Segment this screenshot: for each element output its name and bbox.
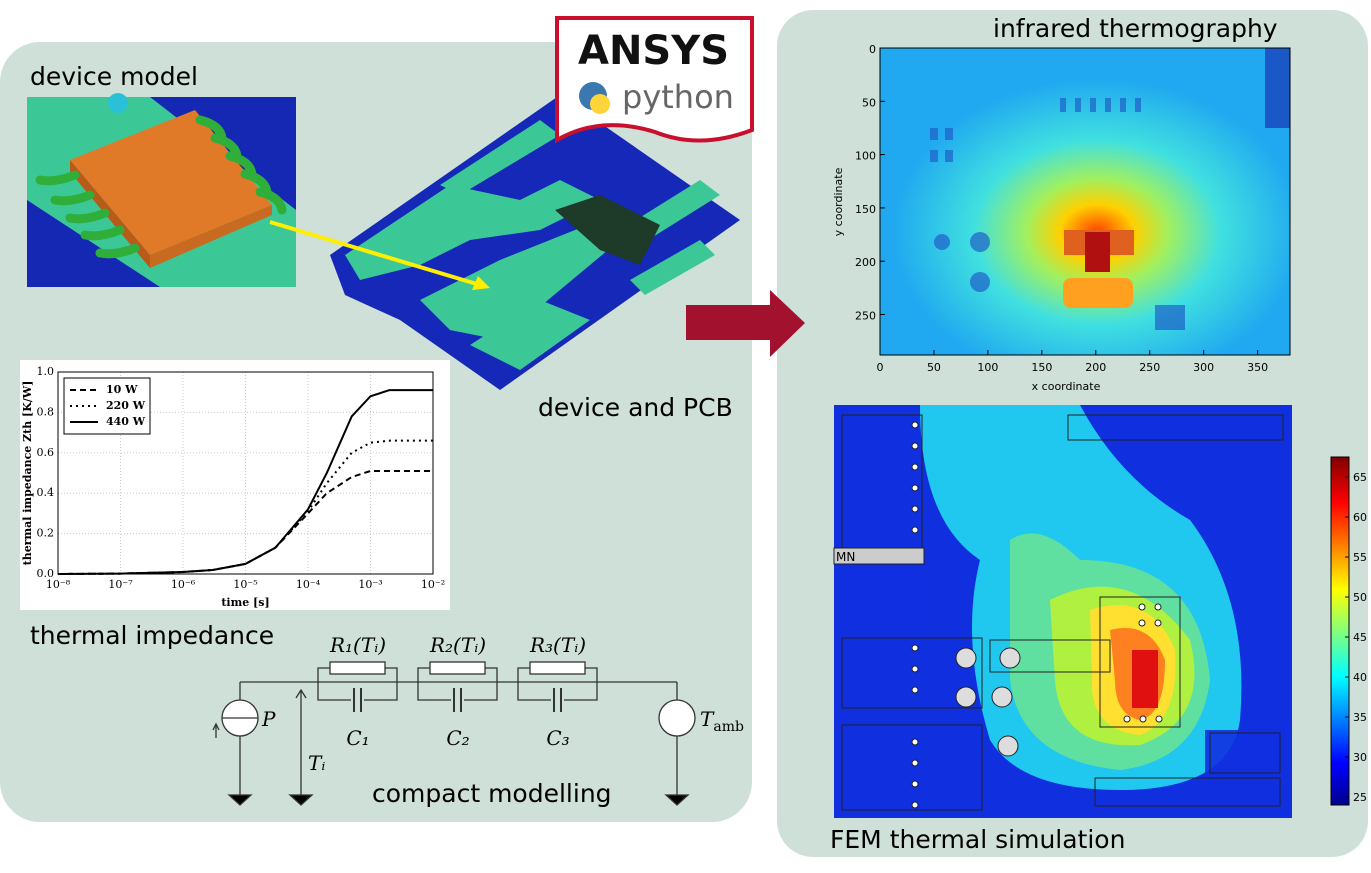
rc-wire (317, 667, 398, 701)
ansys-python-logo: ANSYS python (555, 16, 754, 144)
logo-text: python (622, 78, 734, 116)
circuit-label: Tᵢ (308, 751, 325, 775)
x-tick-label: 150 (1031, 361, 1052, 374)
y-tick-label: 100 (855, 150, 876, 163)
colorbar-label: 35 (1353, 711, 1367, 724)
infrared-image (880, 48, 1290, 355)
legend-label: 10 W (106, 383, 138, 396)
colorbar (1330, 456, 1350, 806)
plot-frame (879, 47, 1291, 356)
plot-frame (57, 371, 434, 575)
circuit-label: amb (713, 719, 744, 735)
colorbar-label: 25 (1353, 791, 1367, 804)
label: device and PCB (538, 393, 733, 422)
legend-label: 220 W (106, 399, 146, 412)
device-model-image (27, 93, 296, 287)
x-tick-label: 10⁻⁶ (171, 578, 196, 591)
circuit-label: R₁(Tᵢ) (329, 633, 386, 657)
label: infrared thermography (993, 14, 1278, 43)
pcb-image (269, 95, 740, 390)
label: FEM thermal simulation (830, 825, 1125, 854)
y-tick-label: 0.0 (37, 567, 55, 580)
colorbar-label: 65 (1353, 471, 1367, 484)
x-tick-label: 10⁻⁴ (296, 578, 321, 591)
circuit-label: P (261, 707, 276, 731)
circuit-label: C₁ (346, 726, 369, 750)
colorbar-label: 55 (1353, 551, 1367, 564)
capacitor (553, 688, 562, 712)
logo-text: ANSYS (578, 28, 729, 74)
y-tick-label: 0.8 (37, 405, 55, 418)
rc-wire (517, 667, 598, 701)
x-tick-label: 10⁻⁸ (46, 578, 71, 591)
x-tick-label: 0 (877, 361, 884, 374)
capacitor (353, 688, 362, 712)
fem-image (833, 405, 1292, 818)
resistor (429, 661, 486, 675)
circuit (212, 661, 696, 806)
legend-box (63, 377, 151, 435)
rc-wire (417, 667, 498, 701)
x-tick-label: 250 (1139, 361, 1160, 374)
circuit-label: C₃ (546, 726, 569, 750)
x-tick-label: 10⁻⁷ (108, 578, 133, 591)
x-tick-label: 10⁻³ (358, 578, 382, 591)
circuit-label: R₂(Tᵢ) (429, 633, 486, 657)
colorbar-label: 60 (1353, 511, 1367, 524)
circuit-label: Tamb (700, 707, 744, 735)
series-line (57, 389, 433, 575)
y-tick-label: 1.0 (37, 365, 55, 378)
circuit-label: T (700, 707, 715, 731)
axis-label: time [s] (221, 596, 269, 609)
y-tick-label: 250 (855, 309, 876, 322)
circuit-label: C₂ (446, 726, 469, 750)
colorbar-label: 50 (1353, 591, 1367, 604)
x-tick-label: 50 (927, 361, 941, 374)
arrow (686, 290, 805, 357)
resistor (529, 661, 586, 675)
x-tick-label: 350 (1247, 361, 1268, 374)
colorbar-label: 30 (1353, 751, 1367, 764)
colorbar-label: 45 (1353, 631, 1367, 644)
x-tick-label: 10⁻² (421, 578, 445, 591)
fem-mark: MN (836, 550, 855, 564)
y-tick-label: 0.6 (37, 446, 55, 459)
capacitor (453, 688, 462, 712)
y-tick-label: 0 (869, 43, 876, 56)
axis-label: thermal impedance Zth [K/W] (21, 381, 34, 566)
resistor (329, 661, 386, 675)
axis-label: y coordinate (832, 167, 845, 236)
x-tick-label: 100 (977, 361, 998, 374)
label: thermal impedance (30, 621, 274, 650)
legend-label: 440 W (106, 415, 146, 428)
colorbar-label: 40 (1353, 671, 1367, 684)
label: device model (30, 62, 198, 91)
y-tick-label: 200 (855, 256, 876, 269)
y-tick-label: 0.4 (37, 486, 55, 499)
x-tick-label: 10⁻⁵ (233, 578, 257, 591)
y-tick-label: 50 (862, 96, 876, 109)
x-tick-label: 200 (1085, 361, 1106, 374)
y-tick-label: 0.2 (37, 527, 55, 540)
x-tick-label: 300 (1193, 361, 1214, 374)
y-tick-label: 150 (855, 203, 876, 216)
circuit-label: R₃(Tᵢ) (529, 633, 586, 657)
axis-label: x coordinate (1032, 380, 1101, 393)
label: compact modelling (372, 779, 612, 808)
